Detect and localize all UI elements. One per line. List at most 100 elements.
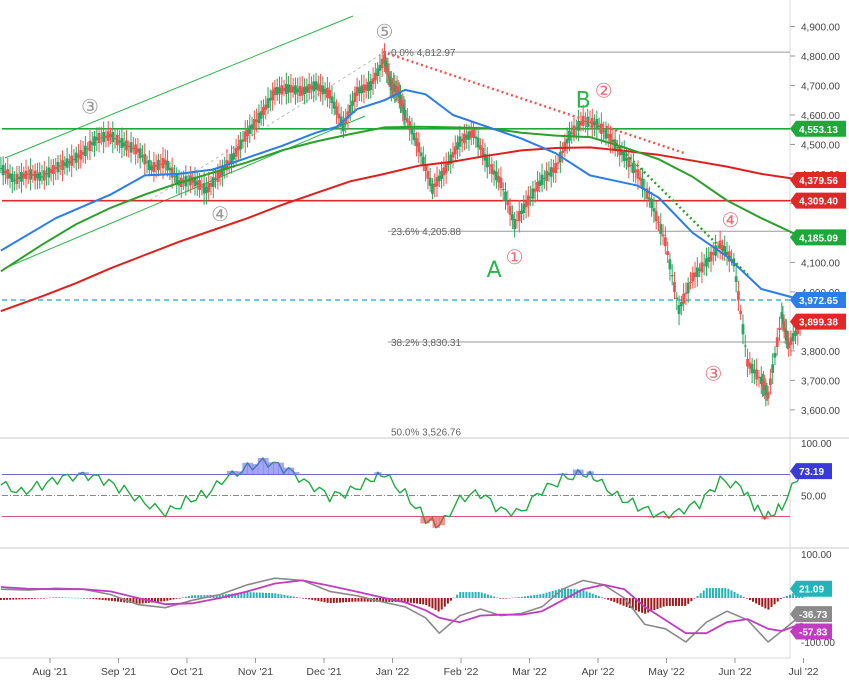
candle-body <box>774 353 777 358</box>
rsi-overbought-fill <box>263 458 269 475</box>
macd-bar <box>428 598 430 607</box>
rsi-overbought-fill <box>374 472 378 474</box>
macd-bar <box>253 592 255 598</box>
macd-bar <box>709 588 711 598</box>
rsi-overbought-fill <box>258 458 264 475</box>
candle-body <box>506 202 509 206</box>
macd-bar <box>721 588 723 598</box>
macd-bar <box>102 598 104 600</box>
macd-bar <box>169 598 171 600</box>
candle-body <box>673 282 676 292</box>
macd-bar <box>660 598 662 608</box>
macd-bar <box>509 598 511 599</box>
macd-bar <box>422 598 424 604</box>
rsi-badge: 73.19 <box>790 463 832 479</box>
rsi-badge-text: 73.19 <box>799 467 824 478</box>
macd-bar <box>515 597 517 598</box>
macd-bar <box>290 596 292 598</box>
x-tick-label: Oct '21 <box>171 666 204 678</box>
macd-bar <box>302 598 304 599</box>
macd-bar <box>299 598 301 599</box>
macd-tick-label: 100.00 <box>801 550 832 561</box>
macd-bar <box>357 598 359 602</box>
macd-bar <box>0 598 2 600</box>
macd-bar <box>419 598 421 604</box>
candle-body <box>675 298 678 299</box>
candle-body <box>771 364 774 373</box>
rsi-overbought-fill <box>242 463 248 475</box>
macd-bar <box>505 598 507 599</box>
x-tick-label: Aug '21 <box>32 666 67 678</box>
x-tick-label: Jan '22 <box>376 666 410 678</box>
macd-bar <box>761 598 763 607</box>
macd-bar <box>789 595 791 598</box>
macd-bar <box>727 589 729 598</box>
x-tick-label: May '22 <box>648 666 685 678</box>
macd-bar <box>539 594 541 598</box>
macd-badge-text: -57.83 <box>799 627 828 638</box>
macd-bar <box>71 598 73 599</box>
macd-bar <box>576 590 578 598</box>
macd-bar <box>435 598 437 610</box>
macd-bar <box>521 597 523 598</box>
macd-bar <box>43 598 45 599</box>
macd-bar <box>700 593 702 598</box>
macd-bar <box>327 598 329 603</box>
macd-bar <box>320 598 322 602</box>
macd-bar <box>447 598 449 604</box>
macd-bar <box>92 598 94 599</box>
macd-bar <box>179 598 181 599</box>
macd-bar <box>324 598 326 602</box>
macd-bar <box>613 598 615 602</box>
macd-bar <box>166 598 168 601</box>
macd-bar <box>687 598 689 604</box>
macd-bar <box>259 593 261 598</box>
macd-bar <box>496 598 498 599</box>
candle-body <box>43 170 46 180</box>
macd-bar <box>502 598 504 599</box>
price-tick-label: 3,800.00 <box>801 347 840 358</box>
candle-body <box>739 311 742 314</box>
macd-bar <box>34 598 36 599</box>
rsi-overbought-fill <box>237 471 243 474</box>
candle-body <box>2 165 5 175</box>
candle-body <box>657 222 660 223</box>
macd-bar <box>604 598 606 599</box>
macd-bar <box>194 595 196 598</box>
rsi-oversold-fill <box>648 517 654 518</box>
macd-bar <box>250 592 252 598</box>
macd-bar <box>37 598 39 599</box>
rsi-oversold-fill <box>765 517 769 520</box>
macd-bar <box>734 592 736 598</box>
macd-bar <box>777 598 779 602</box>
macd-bar <box>564 588 566 598</box>
price-badge-text: 4,309.40 <box>799 197 838 208</box>
macd-bar <box>586 591 588 598</box>
candle-body <box>420 152 423 156</box>
price-tick-label: 4,500.00 <box>801 140 840 151</box>
macd-bar <box>182 597 184 598</box>
candle-body <box>678 305 681 314</box>
rsi-tick-label: 50.00 <box>801 492 826 503</box>
macd-bar <box>74 598 76 599</box>
macd-bar <box>441 598 443 610</box>
candle-body <box>25 171 28 179</box>
macd-bar <box>271 593 273 598</box>
macd-bar <box>80 598 82 599</box>
candle-body <box>735 276 738 282</box>
macd-bar <box>262 593 264 598</box>
wave-label: ① <box>506 245 524 269</box>
price-badge: 4,379.56 <box>790 172 846 188</box>
macd-bar <box>348 598 350 602</box>
candle-body <box>659 224 662 234</box>
candle-body <box>79 150 82 159</box>
macd-bar <box>663 598 665 607</box>
macd-bar <box>546 593 548 598</box>
macd-bar <box>157 598 159 602</box>
candle-body <box>769 378 772 385</box>
macd-bar <box>771 598 773 607</box>
macd-bar <box>493 597 495 598</box>
candle-body <box>335 106 338 114</box>
macd-bar <box>481 593 483 598</box>
